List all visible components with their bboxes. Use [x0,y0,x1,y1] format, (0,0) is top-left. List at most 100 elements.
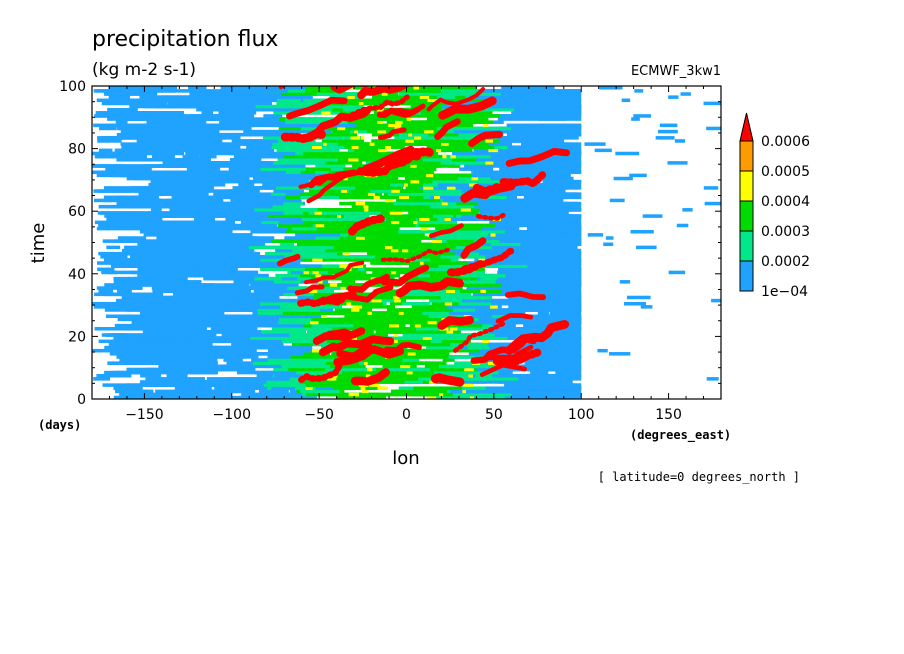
field-streak [114,239,146,243]
field-streak [668,270,686,275]
field-streak [212,92,282,96]
field-streak [273,189,304,193]
field-streak [145,367,201,372]
field-streak [467,314,493,319]
field-streak [367,192,376,196]
field-streak [558,342,580,347]
field-streak [238,86,313,90]
field-streak [369,251,395,256]
field-streak [485,386,550,391]
field-streak [594,148,612,153]
field-streak [379,208,440,212]
field-streak [615,151,640,156]
field-streak [123,280,145,284]
field-streak [358,101,364,106]
field-heavy-rain-band [505,147,571,167]
field-streak [357,142,429,146]
field-streak [312,145,322,149]
field-heavy-rain-band [492,348,542,367]
field-streak [277,98,301,103]
field-streak [310,320,319,325]
field-streak [117,236,147,240]
field-streak [197,286,232,290]
field-streak [416,132,445,137]
field-streak [418,101,440,106]
field-streak [658,129,678,134]
field-streak [228,264,279,268]
field-streak [430,195,482,200]
field-streak [432,132,459,137]
field-streak [282,311,336,315]
field-streak [674,139,686,143]
colorbar-label: 0.0004 [761,194,810,210]
field-streak [93,123,146,128]
field-streak [302,258,316,262]
field-streak [323,132,358,137]
field-streak [417,142,489,146]
field-streak [468,373,473,378]
field-streak [240,217,273,221]
field-streak [477,323,493,328]
field-streak [250,283,290,287]
field-streak [372,255,401,259]
field-streak [423,189,485,193]
field-streak [246,167,257,171]
field-streak [383,214,420,218]
field-streak [159,226,219,231]
field-streak [110,370,169,375]
field-streak [122,361,149,365]
field-streak [513,308,582,312]
field-streak [504,101,534,106]
field-streak [119,392,140,397]
field-streak [509,145,552,149]
field-heavy-rain-band [453,320,508,353]
field-streak [303,361,360,365]
field-streak [522,330,552,334]
field-streak [232,195,285,200]
field-streak [315,273,322,278]
field-streak [426,145,495,149]
field-streak [668,95,679,99]
field-streak [333,298,368,303]
field-streak [199,255,271,259]
field-streak [142,186,214,190]
field-streak [434,195,440,200]
field-streak [458,301,502,306]
field-heavy-rain-band [376,106,421,118]
field-streak [175,358,213,362]
field-streak [634,89,644,93]
field-streak [116,289,132,293]
field-heavy-rain-band [486,344,534,361]
x-tick-label: −100 [213,407,251,423]
field-streak [160,323,213,328]
field-streak [429,342,463,347]
field-streak [501,154,530,159]
field-streak [311,183,336,187]
field-streak [141,192,154,196]
field-streak [537,217,566,221]
field-streak [224,170,277,175]
field-streak [261,220,279,225]
field-streak [113,395,186,399]
field-streak [256,370,297,375]
field-streak [120,132,144,137]
field-streak [313,342,342,347]
colorbar-label: 0.0006 [761,134,810,150]
chart-title: precipitation flux [92,27,278,52]
field-streak [398,195,409,200]
field-streak [133,189,210,193]
field-streak [624,301,646,306]
field-streak [267,211,306,215]
field-streak [187,233,253,237]
field-streak [414,311,454,315]
field-heavy-rain-band [395,277,465,298]
field-streak [471,361,493,365]
field-streak [382,314,405,319]
field-streak [104,283,176,287]
field-streak [119,123,145,128]
field-heavy-rain-band [437,315,474,330]
field-streak [312,258,323,262]
field-streak [556,114,582,118]
field-streak [210,327,258,331]
